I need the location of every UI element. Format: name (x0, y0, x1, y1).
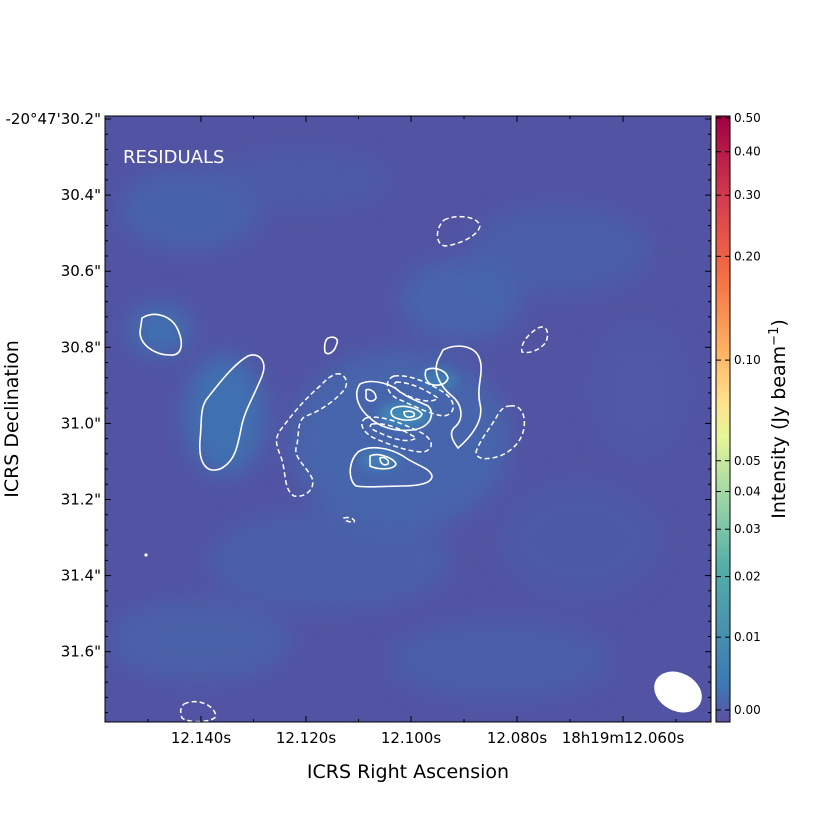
contour-negative (393, 381, 440, 402)
y-tick-label: 30.4" (61, 186, 101, 204)
contour-positive (365, 388, 377, 402)
y-tick-label: 30.6" (61, 262, 101, 280)
contour-positive (369, 453, 397, 470)
contour-negative (369, 422, 418, 442)
colorbar-tick-label: 0.30 (734, 188, 761, 202)
contour-negative (275, 373, 348, 498)
y-tick-label: 31.4" (61, 567, 101, 585)
contour-negative (361, 416, 432, 453)
image-artifact-dot (144, 553, 148, 557)
x-tick-label: 12.140s (171, 729, 231, 747)
y-tick-label: -20°47'30.2" (5, 110, 101, 128)
x-axis-ticks: 12.140s 12.120s 12.100s 12.080s 18h19m12.060… (147, 116, 685, 747)
colorbar-title-main: Intensity (Jy beam (768, 346, 790, 519)
contour-positive (139, 313, 183, 356)
colorbar-tick-label: 0.00 (734, 703, 761, 717)
y-axis-ticks: -20°47'30.2" 30.4" 30.6" 30.8" 31.0" 31.2" 31.… (5, 110, 711, 714)
plot-frame (104, 115, 712, 723)
colorbar-tick-label: 0.10 (734, 353, 761, 367)
colorbar-tick-label: 0.05 (734, 454, 761, 468)
contour-positive (435, 345, 482, 450)
contour-negative (520, 326, 549, 354)
negative-contours (179, 215, 549, 722)
colorbar-tick-label: 0.20 (734, 249, 761, 263)
y-tick-label: 30.8" (61, 338, 101, 356)
contour-positive (390, 405, 423, 421)
contour-positive (199, 354, 265, 471)
contour-positive (323, 336, 339, 355)
colorbar-ticks: 0.50 0.40 0.30 0.20 0.10 0.05 0.04 0.03 0.02 0.01… (716, 111, 761, 717)
colorbar-tick-label: 0.50 (734, 111, 761, 125)
contour-negative (342, 516, 356, 523)
contour-positive (403, 410, 416, 418)
colorbar-tick-label: 0.03 (734, 522, 761, 536)
colorbar-tick-label: 0.40 (734, 145, 761, 159)
contour-negative (179, 700, 217, 722)
colorbar-title-close: ) (768, 319, 790, 326)
residual-image (105, 116, 711, 722)
contour-negative (386, 375, 454, 417)
beam-ellipse (654, 671, 702, 713)
x-tick-label: 12.120s (276, 729, 336, 747)
y-tick-label: 31.6" (61, 643, 101, 661)
colorbar-tick-label: 0.01 (734, 630, 761, 644)
contour-negative (475, 405, 526, 460)
colorbar-tick-label: 0.04 (734, 485, 761, 499)
colorbar-tick-label: 0.02 (734, 570, 761, 584)
y-tick-label: 31.2" (61, 491, 101, 509)
contour-positive (349, 446, 433, 488)
y-tick-label: 31.0" (61, 414, 101, 432)
x-tick-label: 18h19m12.060s (562, 729, 685, 747)
x-tick-label: 12.080s (487, 729, 547, 747)
colorbar-title: Intensity (Jy beam−1) (767, 319, 790, 519)
panel-label: RESIDUALS (123, 147, 224, 168)
x-axis-title: ICRS Right Ascension (307, 761, 509, 783)
contour-positive (424, 367, 449, 386)
x-tick-label: 12.100s (381, 729, 441, 747)
colorbar-title-exponent: −1 (767, 327, 782, 346)
image-texture (110, 150, 690, 700)
y-axis-title: ICRS Declination (1, 340, 23, 498)
contour-negative (436, 215, 481, 247)
contour-positive (379, 456, 390, 466)
colorbar (715, 115, 731, 723)
